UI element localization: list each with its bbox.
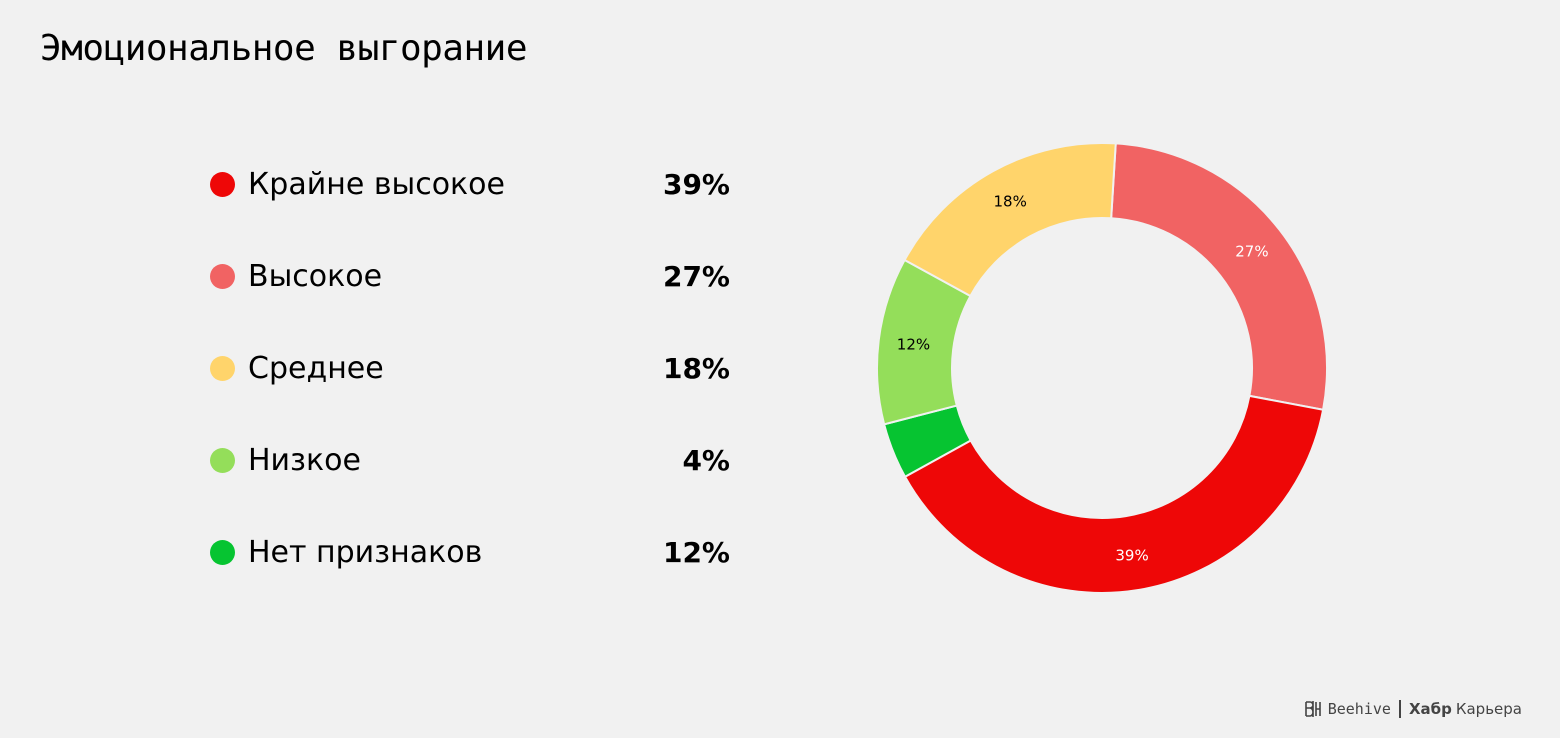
slice-label: 12% <box>897 336 930 354</box>
donut-slice <box>903 394 1325 594</box>
legend-dot-icon <box>210 448 235 473</box>
divider <box>1398 700 1401 718</box>
slice-label: 18% <box>994 193 1027 211</box>
legend-label: Крайне высокое <box>248 167 505 202</box>
legend-label: Низкое <box>248 443 361 478</box>
legend-item: Высокое 27% <box>210 252 740 344</box>
legend-item: Среднее 18% <box>210 344 740 436</box>
legend-item: Низкое 4% <box>210 436 740 528</box>
footer-branding: Beehive Хабр Карьера <box>1304 700 1522 718</box>
career-brand: Карьера <box>1455 700 1522 718</box>
habr-brand: Хабр <box>1408 700 1452 718</box>
legend-label: Среднее <box>248 351 384 386</box>
legend-dot-icon <box>210 264 235 289</box>
legend-value: 39% <box>662 168 730 201</box>
legend-dot-icon <box>210 356 235 381</box>
chart-legend: Крайне высокое 39% Высокое 27% Среднее 1… <box>210 160 740 620</box>
legend-dot-icon <box>210 172 235 197</box>
legend-value: 4% <box>682 444 730 477</box>
slice-label: 27% <box>1235 242 1268 260</box>
donut-chart: 27% 39% 12% 18% <box>876 142 1328 594</box>
legend-label: Нет признаков <box>248 535 483 570</box>
donut-slice <box>903 142 1117 298</box>
beehive-logo-icon <box>1304 701 1321 717</box>
legend-dot-icon <box>210 540 235 565</box>
legend-label: Высокое <box>248 259 383 294</box>
legend-value: 18% <box>662 352 730 385</box>
beehive-brand: Beehive <box>1327 700 1391 718</box>
page-title: Эмоциональное выгорание <box>40 28 528 69</box>
legend-item: Нет признаков 12% <box>210 528 740 620</box>
slice-label: 39% <box>1115 547 1148 565</box>
legend-value: 12% <box>662 536 730 569</box>
donut-slice <box>1110 142 1328 411</box>
legend-item: Крайне высокое 39% <box>210 160 740 252</box>
legend-value: 27% <box>662 260 730 293</box>
